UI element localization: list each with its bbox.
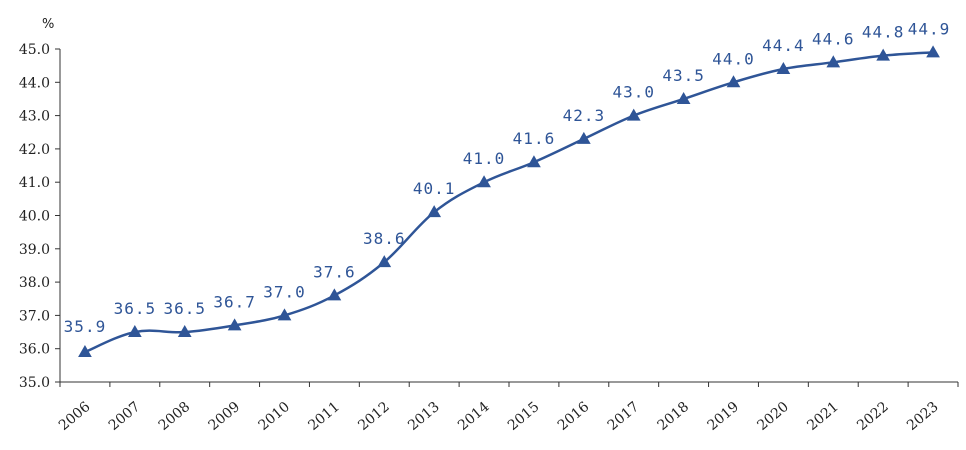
data-point-marker [926, 45, 940, 58]
y-tick-label: 43.0 [19, 109, 50, 125]
y-tick-label: 37.0 [19, 308, 50, 324]
data-point-marker [277, 308, 292, 321]
axes [55, 48, 959, 387]
data-point-marker [177, 325, 192, 338]
x-tick-label: 2012 [355, 399, 393, 434]
x-tick-label: 2021 [804, 399, 842, 434]
x-tick-label: 2015 [505, 399, 543, 434]
x-tick-label: 2011 [305, 399, 343, 434]
data-label: 43.0 [612, 83, 655, 102]
y-tick-label: 35.0 [19, 375, 50, 391]
y-tick-label: 36.0 [19, 342, 50, 358]
data-point-marker [127, 325, 142, 338]
y-tick-label: 42.0 [19, 142, 50, 158]
data-label: 41.0 [463, 149, 506, 168]
x-tick-label: 2006 [56, 399, 94, 434]
data-label: 44.0 [712, 49, 755, 68]
series-line-path [84, 51, 934, 354]
x-tick-label: 2018 [655, 399, 693, 434]
data-label: 38.6 [363, 229, 406, 248]
data-point-marker [327, 288, 342, 301]
data-point-marker [78, 345, 92, 358]
x-tick-label: 2010 [255, 399, 293, 434]
data-point-marker [527, 155, 541, 168]
x-tick-label: 2009 [206, 399, 244, 434]
data-label: 36.7 [213, 292, 256, 311]
x-tick-label: 2017 [605, 399, 643, 434]
data-label: 41.6 [513, 129, 556, 148]
y-tick-label: 41.0 [19, 175, 50, 191]
x-tick-label: 2023 [904, 399, 942, 434]
data-point-marker [626, 108, 641, 121]
x-tick-label: 2014 [455, 399, 493, 434]
series-markers [78, 45, 940, 358]
y-tick-label: 45.0 [19, 42, 50, 58]
data-label: 44.9 [908, 19, 951, 38]
data-point-marker [377, 255, 392, 268]
series-line [84, 51, 934, 354]
data-label: 44.8 [862, 23, 905, 42]
x-tick-label: 2016 [555, 399, 593, 434]
data-labels: 35.9 36.5 36.5 36.7 37.0 37.6 38.6 40.1 41.0 41.6… [64, 19, 951, 336]
x-tick-labels: 2006 2007 2008 2009 2010 2011 2012 2013 2014 2015… [56, 399, 942, 434]
data-label: 42.3 [563, 106, 606, 125]
x-tick-label: 2022 [854, 399, 892, 434]
x-tick-label: 2013 [405, 399, 443, 434]
data-point-marker [826, 55, 841, 68]
data-label: 35.9 [64, 317, 107, 336]
data-point-marker [876, 48, 891, 61]
y-tick-label: 44.0 [19, 75, 50, 91]
x-tick-label: 2007 [106, 399, 144, 434]
x-tick-label: 2019 [704, 399, 742, 434]
data-point-marker [776, 61, 791, 74]
y-tick-label: 39.0 [19, 242, 50, 258]
y-tick-label: 40.0 [19, 209, 50, 225]
data-point-marker [227, 318, 242, 331]
y-tick-label: 38.0 [19, 275, 50, 291]
data-point-marker [676, 91, 691, 104]
data-point-marker [477, 175, 491, 188]
x-tick-label: 2020 [754, 399, 792, 434]
data-label: 37.0 [263, 282, 306, 301]
data-label: 44.6 [812, 29, 855, 48]
data-label: 37.6 [313, 262, 356, 281]
data-label: 44.4 [762, 36, 805, 55]
x-tick-label: 2008 [156, 399, 194, 434]
data-point-marker [726, 75, 741, 88]
data-point-marker [427, 205, 442, 218]
y-axis-unit: % [42, 17, 54, 32]
data-label: 40.1 [413, 179, 456, 198]
data-label: 36.5 [163, 299, 206, 318]
data-point-marker [576, 131, 591, 144]
y-tick-labels: 35.0 36.0 37.0 38.0 39.0 40.0 41.0 42.0 43.0 44.0… [19, 42, 50, 391]
data-label: 43.5 [662, 66, 705, 85]
data-label: 36.5 [114, 299, 157, 318]
